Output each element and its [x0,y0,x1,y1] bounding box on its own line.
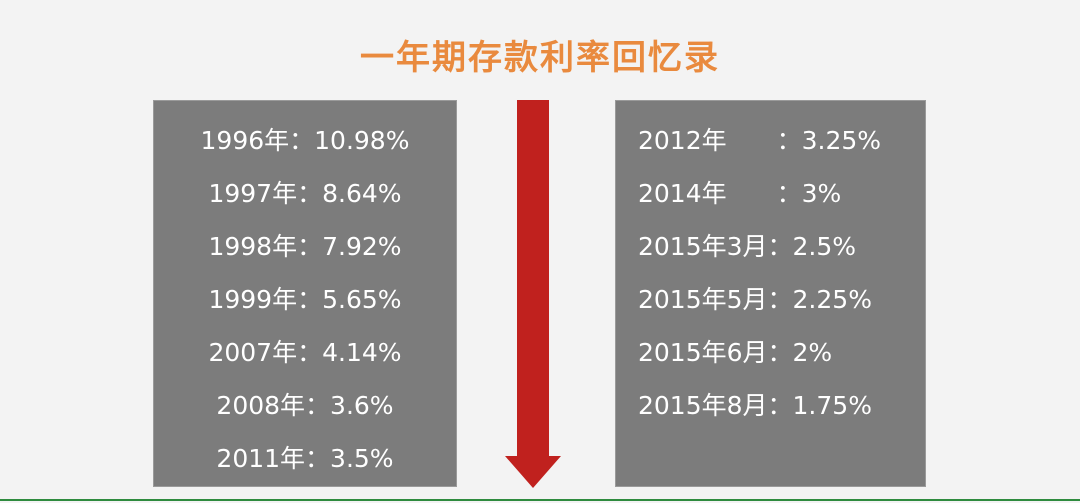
rate-item: 2012年 ：3.25% [638,126,882,155]
rate-item: 2015年6月：2% [638,338,833,367]
rate-item: 1998年：7.92% [208,232,402,261]
rate-item: 1997年：8.64% [208,179,402,208]
rate-item: 1999年：5.65% [208,285,402,314]
left-panel: 1996年：10.98% 1997年：8.64% 1998年：7.92% 1999年：… [153,100,457,487]
rate-item: 2007年：4.14% [208,338,402,367]
rate-item: 2011年：3.5% [216,444,394,473]
bottom-line [0,499,1080,501]
right-panel: 2012年 ：3.25% 2014年 ：3% 2015年3月：2.5% 2015年5月… [615,100,926,487]
rate-item: 2015年3月：2.5% [638,232,857,261]
rate-item: 2008年：3.6% [216,391,394,420]
title: 一年期存款利率回忆录 [360,38,720,78]
rate-item: 2015年5月：2.25% [638,285,872,314]
rate-item: 2015年8月：1.75% [638,391,872,420]
down-arrow [505,100,561,488]
rate-item: 2014年 ：3% [638,179,842,208]
rate-item: 1996年：10.98% [200,126,410,155]
